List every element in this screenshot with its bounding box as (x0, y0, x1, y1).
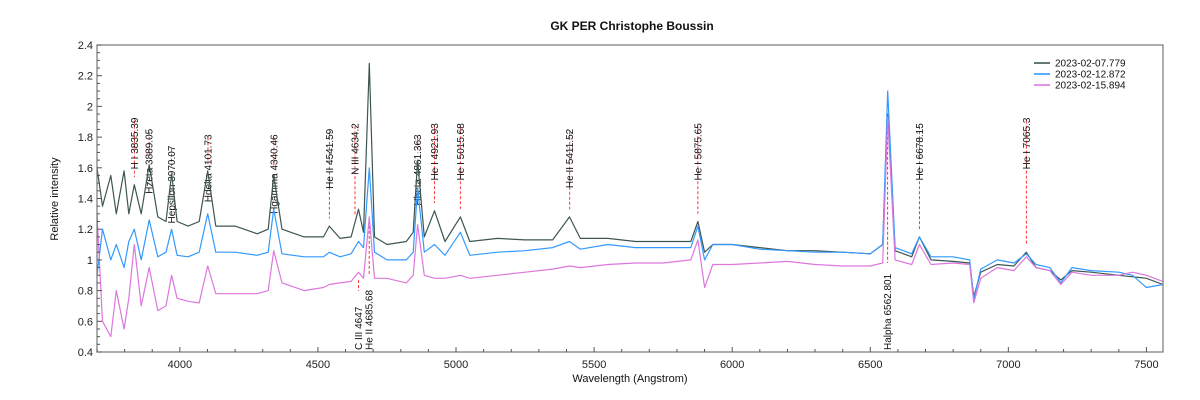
series-lines (96, 62, 1164, 338)
annotation-label: N III 4634.2 (350, 123, 361, 175)
y-tick-label: 1 (87, 255, 93, 267)
annotation-he-ii-4541-59: He II 4541.59 (325, 128, 336, 219)
annotation-hzeta-3889-05: Hzeta 3889.05 (145, 128, 156, 193)
annotation-label: He I 5875.65 (693, 123, 704, 181)
annotation-n-iii-4634-2: N III 4634.2 (350, 123, 361, 215)
annotation-label: He I 7065.3 (1022, 117, 1033, 169)
line-annotations: H I 3835.39 Hzeta 3889.05 Hepsilon 3970.07… (130, 117, 1033, 350)
annotation-hgamma-4340-46: Hgamma 4340.46 (269, 134, 280, 214)
legend-label: 2023-02-15.894 (1055, 81, 1126, 92)
annotation-he-i-7065-3: He I 7065.3 (1022, 117, 1033, 245)
annotation-label: Hdelta 4101.73 (203, 134, 214, 202)
y-tick-label: 0.8 (78, 286, 93, 298)
annotation-he-ii-5411-52: He II 5411.52 (565, 128, 576, 210)
annotation-h-i-3835-39: H I 3835.39 (130, 117, 141, 178)
annotation-label: He II 5411.52 (565, 128, 576, 188)
annotation-he-i-6678-15: He I 6678.15 (915, 123, 926, 229)
annotation-c-iii-4647: C III 4647 (354, 280, 365, 350)
x-tick-label: 7000 (996, 359, 1020, 371)
annotation-halpha-6562-801: Halpha 6562.801 (883, 126, 894, 350)
plot-frame (96, 44, 1164, 353)
x-tick-label: 6500 (858, 359, 882, 371)
annotation-label: Hzeta 3889.05 (145, 128, 156, 193)
y-tick-label: 0.6 (78, 316, 93, 328)
axes: 4000 4500 5000 5500 6000 6500 7000 7500 0.4 0.6 0.… (78, 40, 1159, 371)
legend-label: 2023-02-07.779 (1055, 59, 1126, 70)
series-line-1 (96, 62, 1164, 298)
legend-item: 2023-02-07.779 (1034, 59, 1126, 70)
x-axis-label: Wavelength (Angstrom) (572, 373, 687, 385)
x-tick-label: 4000 (168, 359, 192, 371)
annotation-label: He II 4541.59 (325, 128, 336, 188)
y-tick-label: 2 (87, 101, 93, 113)
legend-label: 2023-02-12.872 (1055, 70, 1126, 81)
x-tick-label: 7500 (1134, 359, 1158, 371)
y-tick-label: 2.2 (78, 71, 93, 83)
annotation-label: He I 4921.93 (430, 123, 441, 181)
legend: 2023-02-07.7792023-02-12.8722023-02-15.8… (1034, 59, 1126, 92)
annotation-he-i-5015-68: He I 5015.68 (456, 123, 467, 210)
y-axis-label: Relative intensity (49, 157, 61, 241)
y-tick-label: 1.8 (78, 132, 93, 144)
annotation-label: C III 4647 (354, 306, 365, 350)
x-tick-label: 5000 (444, 359, 468, 371)
annotation-label: Halpha 6562.801 (883, 273, 894, 350)
annotation-label: He II 4685.68 (365, 290, 376, 350)
x-tick-label: 6000 (720, 359, 744, 371)
annotation-label: He I 6678.15 (915, 123, 926, 181)
legend-item: 2023-02-15.894 (1034, 81, 1126, 92)
annotation-label: H I 3835.39 (130, 117, 141, 169)
annotation-he-i-4921-93: He I 4921.93 (430, 123, 441, 203)
y-tick-label: 1.6 (78, 163, 93, 175)
chart-title: GK PER Christophe Boussin (550, 19, 713, 33)
y-tick-label: 2.4 (78, 40, 93, 52)
annotation-he-ii-4685-68: He II 4685.68 (365, 225, 376, 350)
legend-item: 2023-02-12.872 (1034, 70, 1126, 81)
annotation-hdelta-4101-73: Hdelta 4101.73 (203, 134, 214, 202)
y-tick-label: 1.4 (78, 194, 93, 206)
annotation-label: Hgamma 4340.46 (269, 134, 280, 214)
annotation-he-i-5875-65: He I 5875.65 (693, 123, 704, 214)
series-line-3 (96, 116, 1164, 338)
x-tick-label: 5500 (582, 359, 606, 371)
y-tick-label: 1.2 (78, 224, 93, 236)
x-tick-label: 4500 (306, 359, 330, 371)
annotation-label: He I 5015.68 (456, 123, 467, 181)
y-tick-label: 0.4 (78, 347, 93, 359)
